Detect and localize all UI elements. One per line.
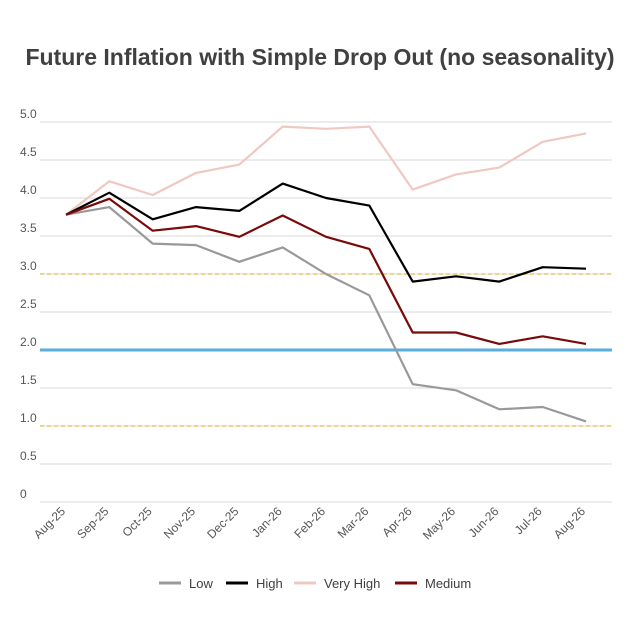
x-tick-label: Mar-26 <box>335 504 372 541</box>
y-tick-label: 3.0 <box>20 259 37 273</box>
y-tick-label: 2.0 <box>20 335 37 349</box>
x-tick-label: Dec-25 <box>204 504 241 541</box>
x-tick-label: Apr-26 <box>379 504 415 540</box>
x-tick-label: Oct-25 <box>119 504 155 540</box>
x-tick-label: Aug-26 <box>551 504 588 541</box>
y-tick-label: 1.5 <box>20 373 37 387</box>
legend-label: Low <box>189 576 213 591</box>
x-tick-label: Feb-26 <box>291 504 328 541</box>
series-line-very-high <box>65 125 587 216</box>
y-tick-label: 4.0 <box>20 183 37 197</box>
y-tick-label: 5.0 <box>20 107 37 121</box>
y-tick-label: 2.5 <box>20 297 37 311</box>
x-tick-label: May-26 <box>420 504 458 542</box>
legend-label: High <box>256 576 283 591</box>
y-tick-label: 4.5 <box>20 145 37 159</box>
y-tick-label: 3.5 <box>20 221 37 235</box>
x-tick-label: Aug-25 <box>31 504 68 541</box>
legend-label: Very High <box>324 576 380 591</box>
x-tick-label: Jul-26 <box>512 504 545 537</box>
series-line-high <box>65 182 587 283</box>
series-line-medium <box>65 197 587 345</box>
chart-title: Future Inflation with Simple Drop Out (n… <box>25 44 615 70</box>
y-tick-label: 0 <box>20 487 27 501</box>
x-tick-label: Sep-25 <box>74 504 111 541</box>
x-tick-label: Nov-25 <box>161 504 198 541</box>
legend-label: Medium <box>425 576 471 591</box>
y-tick-label: 1.0 <box>20 411 37 425</box>
y-tick-label: 0.5 <box>20 449 37 463</box>
x-tick-label: Jun-26 <box>466 504 502 540</box>
series-line-low <box>65 206 587 423</box>
x-tick-label: Jan-26 <box>249 504 285 540</box>
